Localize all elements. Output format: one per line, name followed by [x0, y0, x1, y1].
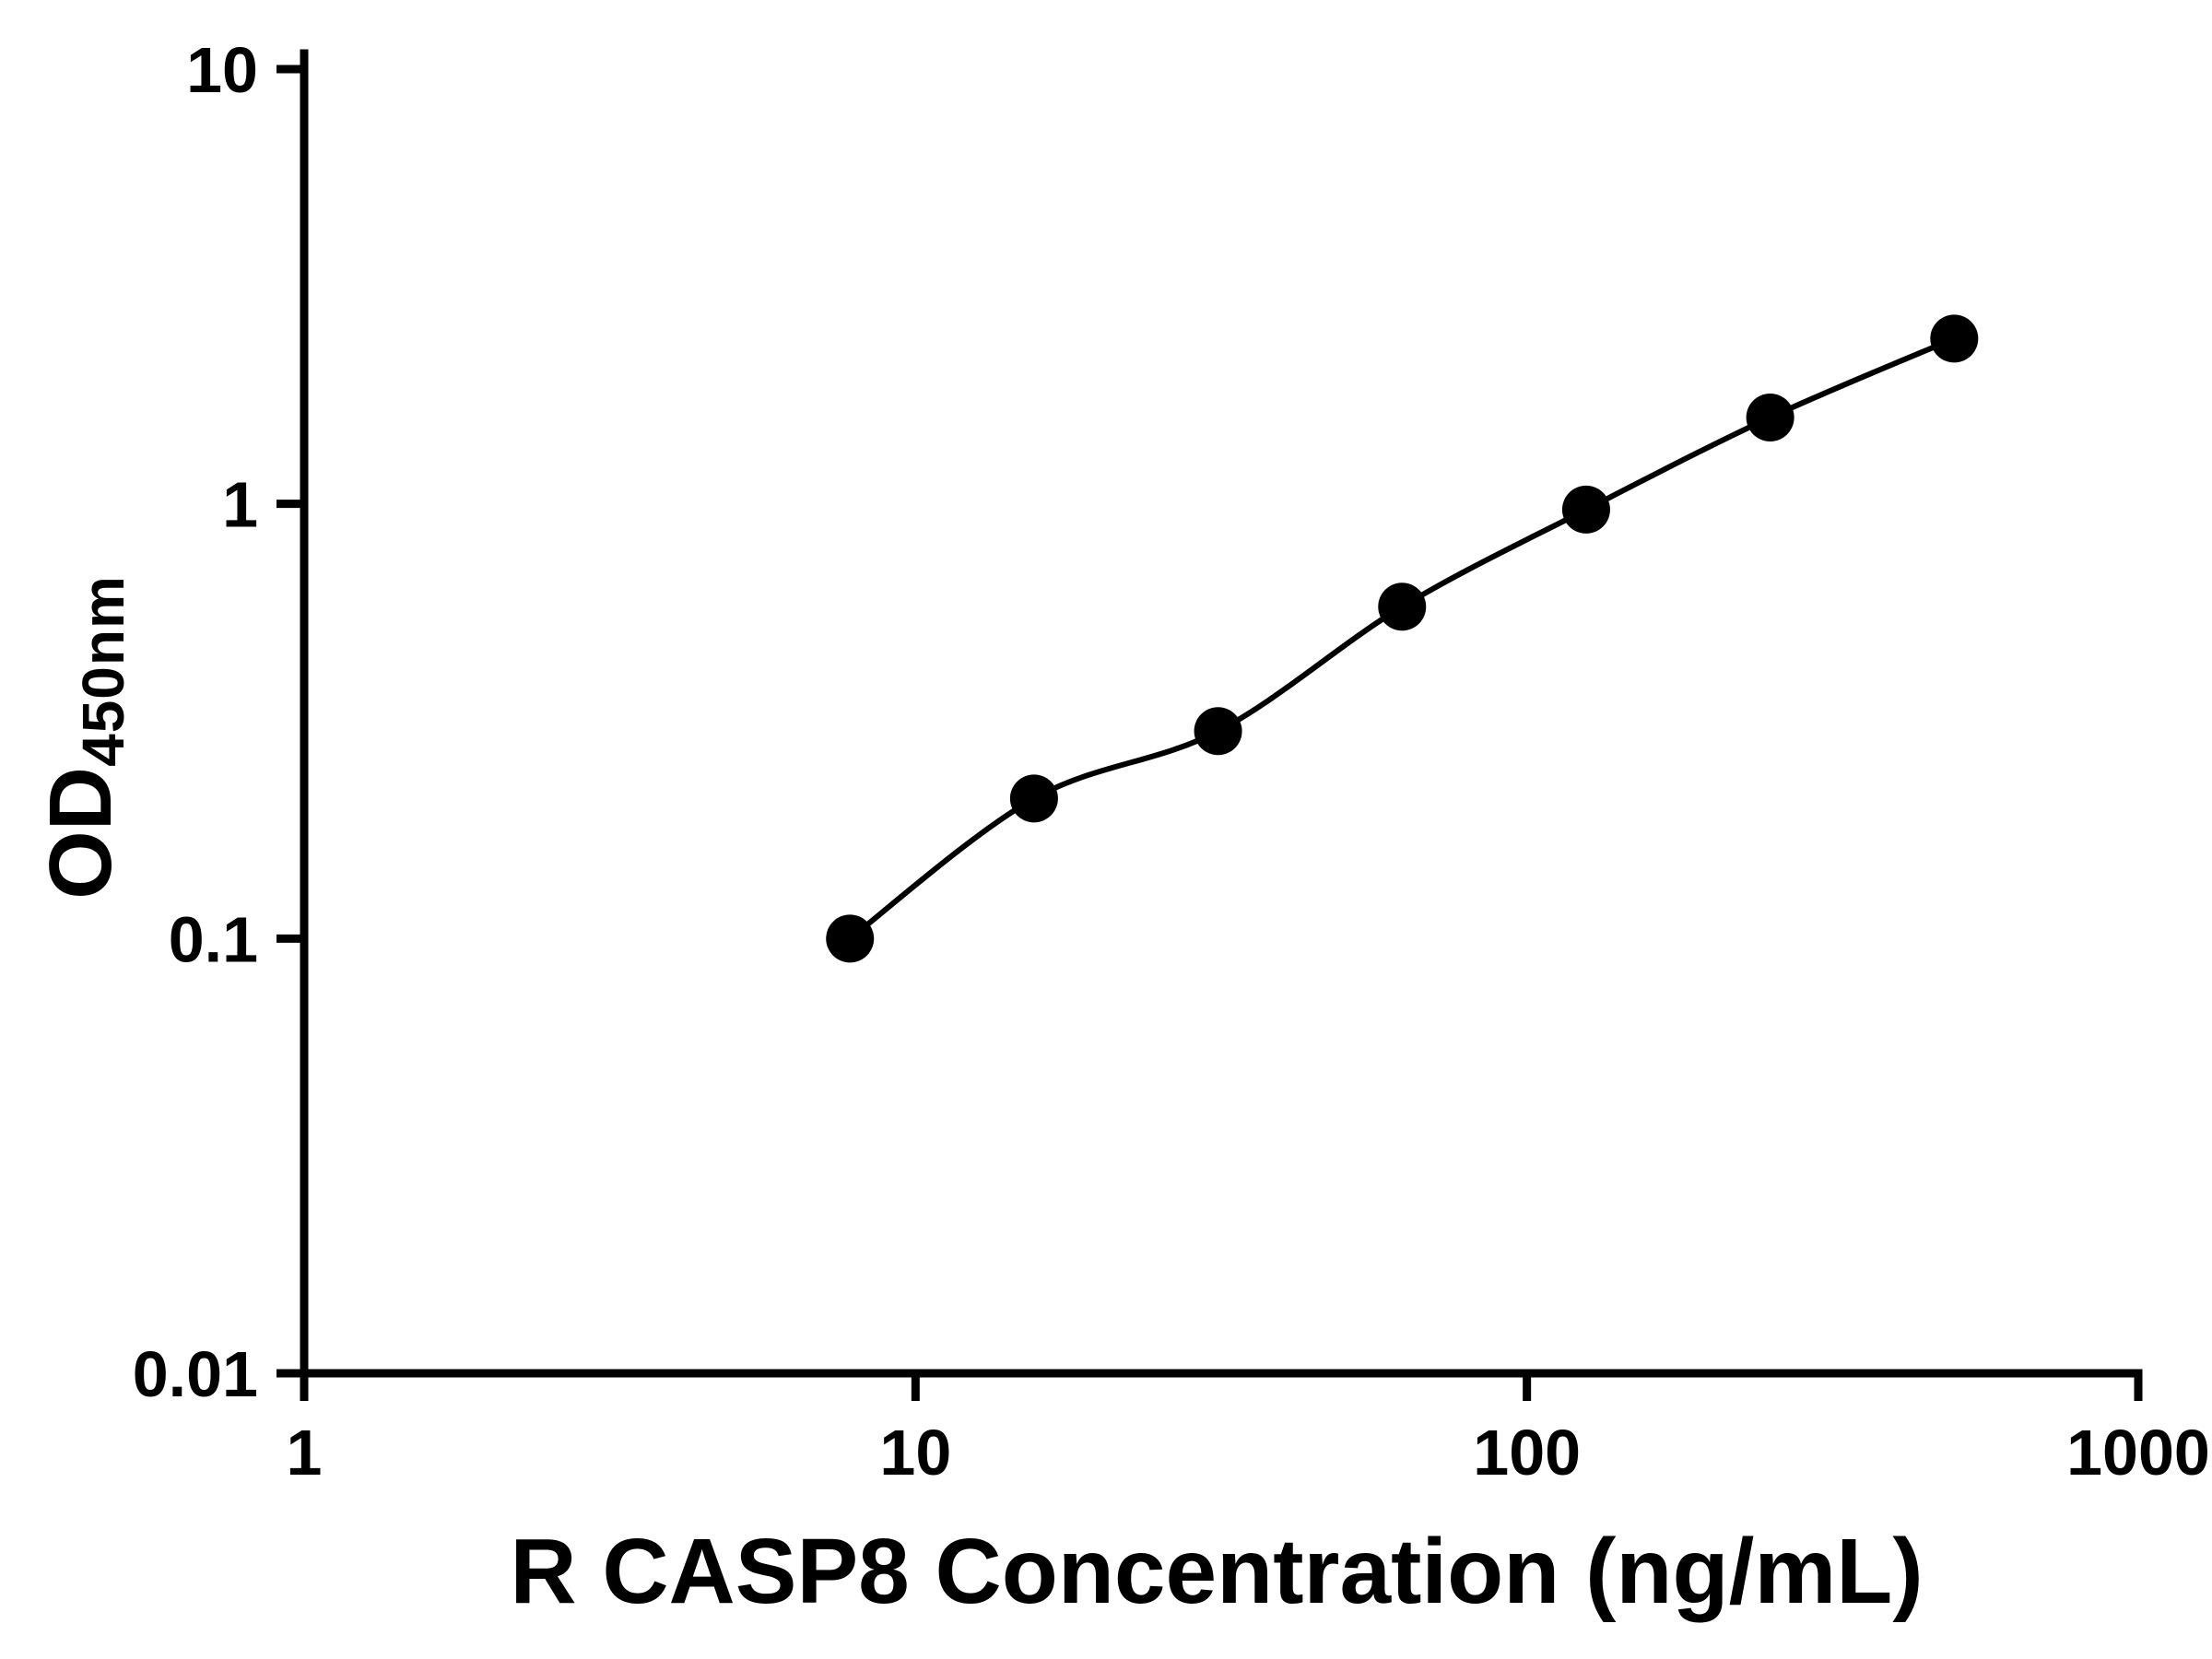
y-axis-title: OD450nm	[31, 575, 136, 900]
x-tick-label: 10	[879, 1417, 951, 1488]
y-tick-label: 1	[222, 469, 258, 541]
data-point	[1746, 393, 1794, 441]
y-axis-title-sub: 450nm	[70, 575, 136, 767]
data-point	[1378, 582, 1427, 631]
data-point	[1930, 314, 1979, 363]
y-axis-title-main: OD	[31, 766, 130, 900]
data-point	[1561, 485, 1610, 534]
x-tick-label: 1	[287, 1417, 323, 1488]
data-point	[1009, 774, 1058, 823]
x-tick-label: 1000	[2066, 1417, 2210, 1488]
y-tick-label: 0.01	[133, 1338, 258, 1410]
y-tick-label: 0.1	[169, 903, 258, 975]
x-axis-title: R CASP8 Concentration (ng/mL)	[510, 1520, 1924, 1623]
data-point	[1194, 707, 1242, 756]
x-tick-label: 100	[1473, 1417, 1581, 1488]
data-point	[826, 914, 875, 963]
y-tick-label: 10	[186, 34, 258, 106]
